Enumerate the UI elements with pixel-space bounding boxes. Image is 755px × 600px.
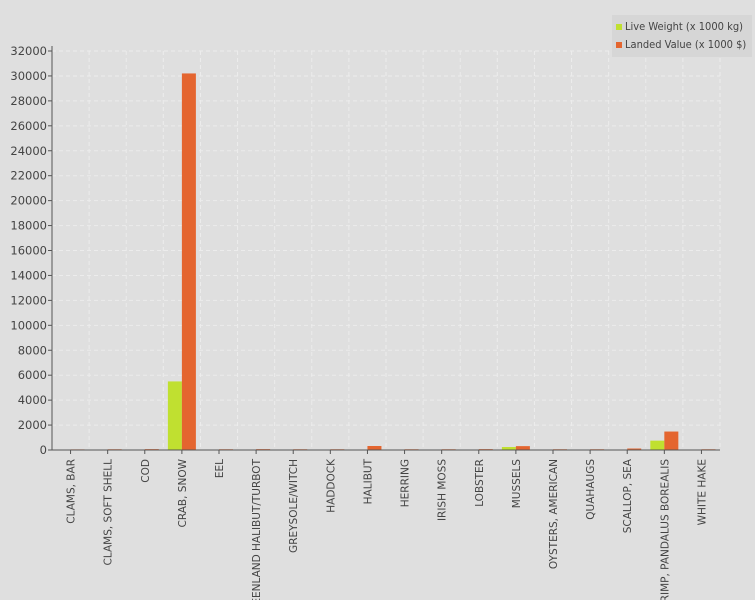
x-tick-label: EEL [214,459,226,478]
bar-live-weight [501,447,516,450]
x-tick-label: SCALLOP, SEA [622,458,634,533]
y-tick-label: 6000 [18,368,47,382]
legend-label-live-weight: Live Weight (x 1000 kg) [625,20,743,33]
bar-landed-value [181,73,196,450]
y-tick-label: 8000 [18,343,47,357]
x-tick-label: GREYSOLE/WITCH [288,459,300,553]
y-tick-label: 14000 [10,268,47,282]
legend-swatch-live-weight [616,24,622,30]
bar-landed-value [367,446,382,450]
legend-item-live-weight: Live Weight (x 1000 kg) [616,18,746,36]
bars [56,73,716,450]
x-tick-label: SHRIMP, PANDALUS BOREALIS [659,459,671,600]
x-tick-label: COD [140,459,152,483]
y-tick-label: 26000 [10,119,47,133]
x-tick-label: HALIBUT [362,458,374,504]
x-tick-label: WHITE HAKE [696,459,708,525]
y-tick-label: 20000 [10,194,47,208]
bar-landed-value [515,446,530,450]
x-tick-label: LOBSTER [474,459,486,507]
legend-label-landed-value: Landed Value (x 1000 $) [625,38,747,51]
y-tick-label: 18000 [10,219,47,233]
y-axis: 0 2000 4000 6000 8000 10000 12000 14000 16000 180… [10,44,53,457]
x-tick-label: CLAMS, BAR [66,459,78,524]
x-tick-label: IRISH MOSS [437,459,449,521]
y-tick-label: 0 [40,443,47,457]
y-tick-label: 24000 [10,144,47,158]
y-tick-label: 10000 [10,318,47,332]
x-tick-label: CRAB, SNOW [177,458,189,527]
y-tick-label: 16000 [10,244,47,258]
x-tick-label: HADDOCK [325,458,337,513]
x-tick-label: CLAMS, SOFT SHELL [103,459,115,566]
x-tick-label: HERRING [400,459,412,507]
y-tick-label: 12000 [10,293,47,307]
y-tick-label: 30000 [10,69,47,83]
x-tick-label: GREENLAND HALIBUT/TURBOT [251,458,263,600]
legend-item-landed-value: Landed Value (x 1000 $) [616,36,746,54]
bar-landed-value [627,448,642,450]
x-tick-label: QUAHAUGS [585,459,597,520]
y-tick-label: 32000 [10,44,47,58]
bar-live-weight [167,381,182,450]
y-tick-label: 28000 [10,94,47,108]
legend: Live Weight (x 1000 kg) Landed Value (x … [612,15,753,57]
x-tick-label: OYSTERS, AMERICAN [548,459,560,569]
gridlines [51,50,721,451]
legend-swatch-landed-value [616,42,622,48]
bar-live-weight [650,440,665,450]
bar-landed-value [664,431,679,450]
x-axis: CLAMS, BAR CLAMS, SOFT SHELL COD CRAB, SNOW… [52,449,720,600]
y-tick-label: 2000 [18,418,47,432]
y-tick-label: 4000 [18,393,47,407]
y-tick-label: 22000 [10,169,47,183]
x-tick-label: MUSSELS [511,459,523,509]
